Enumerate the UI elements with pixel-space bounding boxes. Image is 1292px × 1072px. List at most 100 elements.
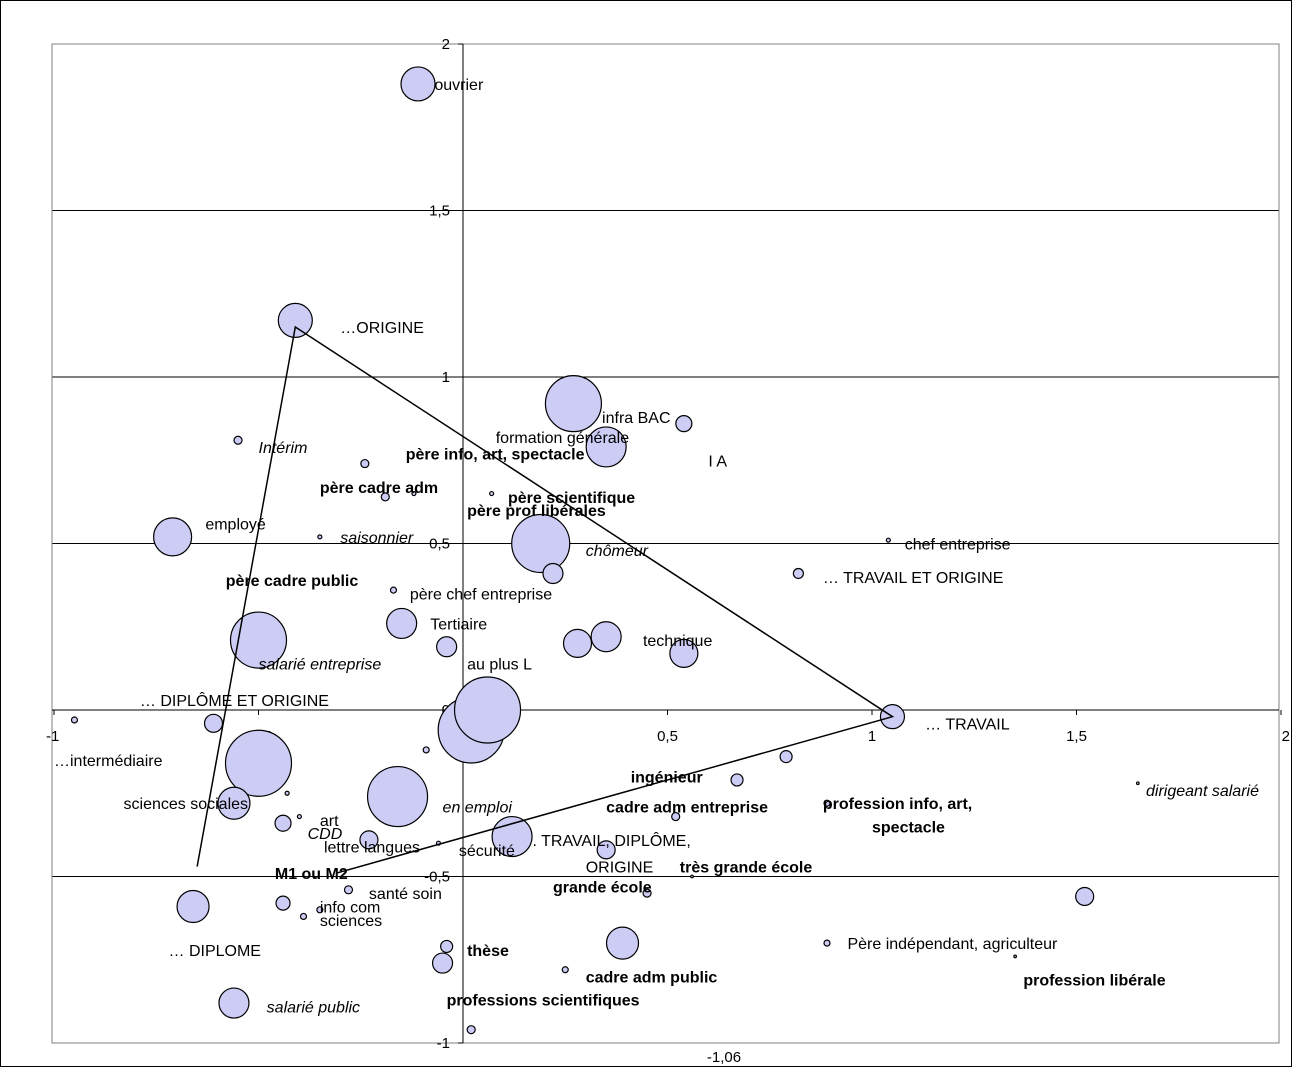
data-point	[422, 746, 430, 754]
data-point	[1075, 886, 1095, 907]
x-tick-label: 1,5	[1066, 728, 1087, 745]
point-labels: ouvrier …ORIGINE infra BAC formation généra…	[54, 77, 1259, 1016]
data-point	[590, 621, 622, 653]
point-label: employé	[205, 517, 266, 534]
point-label: père info, art, spectacle	[406, 447, 585, 464]
point-label: sciences	[320, 913, 382, 930]
triangle-path	[196, 325, 895, 874]
x-tick-label: 0,5	[657, 728, 678, 745]
data-point	[1135, 781, 1140, 786]
point-label: technique	[643, 633, 712, 650]
point-label: au plus L	[467, 656, 532, 673]
data-point	[562, 628, 593, 659]
data-point	[343, 885, 354, 895]
point-label: ouvrier	[434, 77, 484, 94]
point-label: sécurité	[459, 843, 515, 860]
point-label: …ORIGINE	[340, 320, 424, 337]
data-point	[542, 562, 564, 585]
data-point	[453, 676, 522, 744]
data-point	[224, 729, 293, 797]
point-label: …intermédiaire	[54, 753, 163, 770]
point-label: saisonnier	[340, 530, 414, 547]
point-label: très grande école	[680, 860, 813, 877]
point-label: grande école	[553, 879, 652, 896]
point-label: profession info, art,	[823, 796, 972, 813]
data-point	[779, 750, 793, 764]
point-label: sciences sociales	[124, 796, 249, 813]
data-point	[153, 517, 193, 557]
y-tick-label: -1	[437, 1035, 450, 1052]
data-point	[669, 638, 699, 668]
point-label: Tertiaire	[430, 616, 487, 633]
point-label: professions scientifiques	[447, 993, 640, 1010]
data-point	[823, 939, 831, 947]
point-label: chômeur	[586, 543, 649, 560]
x-tick-label: 1	[868, 728, 876, 745]
y-tick-label: 1,5	[429, 203, 450, 220]
axis-annotation: -1,06	[707, 1049, 741, 1066]
point-label: père cadre public	[226, 573, 359, 590]
data-point	[380, 492, 390, 502]
point-label: info com	[320, 899, 380, 916]
point-label: … TRAVAIL ET ORIGINE	[823, 570, 1003, 587]
data-point	[792, 567, 804, 580]
y-tick-label: 1	[442, 369, 450, 386]
data-point	[885, 537, 891, 543]
plot-area	[51, 43, 1280, 1044]
data-point	[411, 490, 417, 497]
point-label: Père indépendant, agriculteur	[847, 936, 1058, 953]
point-label: CDD	[308, 826, 343, 843]
data-point	[489, 490, 495, 497]
point-label: en emploi	[443, 800, 513, 817]
point-label: … DIPLOME	[169, 943, 261, 960]
data-point	[436, 636, 458, 658]
point-label: père chef entreprise	[410, 586, 552, 603]
data-point	[596, 840, 616, 860]
data-point	[70, 716, 79, 724]
point-label: lettre langues	[324, 840, 420, 857]
data-point	[299, 912, 308, 921]
point-label: père scientifique	[508, 490, 635, 507]
data-point	[218, 987, 250, 1019]
data-point	[823, 799, 831, 807]
data-point	[316, 906, 324, 914]
point-label: profession libérale	[1023, 973, 1165, 990]
data-point	[440, 939, 454, 954]
point-label: … TRAVAIL	[925, 716, 1010, 733]
triangle-overlay	[196, 325, 895, 874]
point-label: . TRAVAIL, DIPLÔME,	[533, 831, 691, 850]
point-label: Intérim	[259, 440, 308, 457]
data-point	[386, 607, 418, 640]
data-point	[431, 952, 454, 974]
data-point	[229, 611, 288, 669]
data-point	[730, 773, 744, 787]
point-label: M1 ou M2	[275, 866, 348, 883]
data-point	[296, 813, 302, 820]
y-tick-label: 0,5	[429, 536, 450, 553]
point-label: salarié entreprise	[259, 656, 382, 673]
data-point	[274, 814, 292, 832]
data-point	[561, 966, 569, 974]
point-label: cadre adm public	[586, 969, 718, 986]
point-label: cadre adm entreprise	[606, 800, 768, 817]
data-point	[389, 586, 398, 594]
x-tick-label: 2	[1282, 728, 1290, 745]
data-point	[203, 713, 224, 733]
point-label: ingénieur	[631, 770, 703, 787]
data-point	[359, 830, 379, 850]
point-label: ORIGINE	[586, 860, 654, 877]
point-label: thèse	[467, 943, 509, 960]
point-label: art	[320, 813, 339, 830]
data-point	[400, 66, 436, 102]
data-point	[671, 811, 681, 822]
y-tick-label: -0,5	[424, 869, 450, 886]
point-label: père prof libérales	[467, 503, 606, 520]
data-point	[176, 889, 210, 924]
point-label: père cadre adm	[320, 480, 438, 497]
data-point	[690, 874, 694, 879]
data-point	[284, 790, 290, 796]
data-point	[642, 888, 652, 898]
point-label: salarié public	[267, 999, 360, 1016]
data-point	[366, 765, 429, 828]
